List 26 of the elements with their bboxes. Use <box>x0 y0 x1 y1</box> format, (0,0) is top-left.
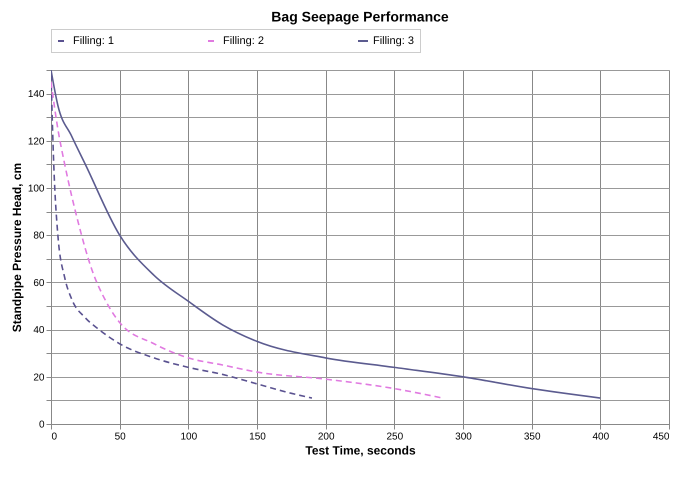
y-tick-label: 100 <box>28 184 45 194</box>
y-tick-label: 80 <box>33 230 45 242</box>
y-tick-label: 0 <box>38 420 45 430</box>
line-series <box>51 81 444 399</box>
y-tick-label: 40 <box>33 325 45 336</box>
legend-label: Filling: 2 <box>223 35 264 47</box>
legend-label: Filling: 3 <box>373 35 414 47</box>
x-tick-label: 0 <box>52 432 58 442</box>
x-tick-label: 100 <box>180 432 198 442</box>
y-tick-label: 60 <box>33 278 45 289</box>
y-tick-label: 20 <box>33 372 45 384</box>
x-tick-label: 450 <box>652 432 670 442</box>
x-tick-label: 200 <box>318 432 335 442</box>
x-tick-label: 350 <box>524 432 541 442</box>
y-axis-title: Standpipe Pressure Head, cm <box>10 162 24 332</box>
x-tick-label: 400 <box>592 432 610 442</box>
legend-label: Filling: 1 <box>73 35 114 47</box>
x-tick-label: 250 <box>386 432 404 442</box>
x-tick-label: 150 <box>249 432 266 442</box>
line-series <box>51 70 602 399</box>
x-tick-label: 50 <box>114 432 126 442</box>
y-tick-label: 120 <box>28 136 45 148</box>
x-axis-title: Test Time, seconds <box>305 444 416 458</box>
y-tick-label: 140 <box>28 89 45 100</box>
chart-title: Bag Seepage Performance <box>271 8 449 24</box>
x-tick-label: 300 <box>455 432 472 442</box>
